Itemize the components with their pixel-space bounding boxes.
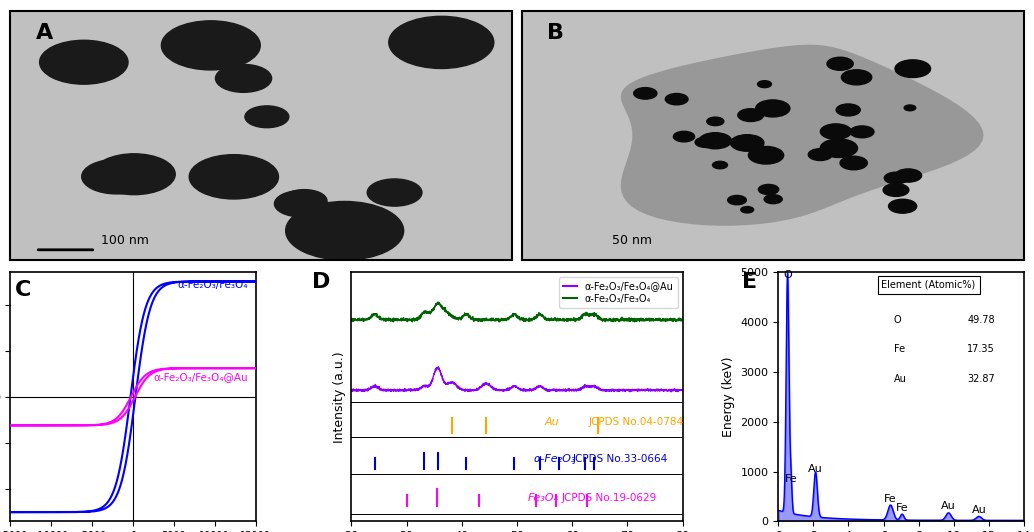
Text: C: C xyxy=(16,280,32,300)
Text: 17.35: 17.35 xyxy=(967,345,995,354)
Legend: α-Fe₂O₃/Fe₃O₄@Au, α-Fe₂O₃/Fe₃O₄: α-Fe₂O₃/Fe₃O₄@Au, α-Fe₂O₃/Fe₃O₄ xyxy=(558,277,677,308)
Text: 50 nm: 50 nm xyxy=(612,234,652,247)
Text: α-Fe₂O₃: α-Fe₂O₃ xyxy=(534,454,576,463)
Circle shape xyxy=(764,195,783,204)
Circle shape xyxy=(731,135,764,151)
Text: Fe: Fe xyxy=(785,474,797,484)
Circle shape xyxy=(695,137,716,147)
Circle shape xyxy=(758,185,779,195)
Circle shape xyxy=(809,148,832,161)
Text: JCPDS No.04-0784: JCPDS No.04-0784 xyxy=(588,418,683,427)
Circle shape xyxy=(285,202,403,260)
Circle shape xyxy=(245,106,288,128)
Y-axis label: Energy (keV): Energy (keV) xyxy=(722,356,735,437)
Text: Fe: Fe xyxy=(893,345,905,354)
Circle shape xyxy=(850,126,874,138)
Circle shape xyxy=(827,57,853,70)
Text: Fe₃O₄: Fe₃O₄ xyxy=(528,493,559,503)
Circle shape xyxy=(837,104,860,116)
Circle shape xyxy=(840,156,868,170)
Text: 49.78: 49.78 xyxy=(967,314,995,325)
Text: Element (Atomic%): Element (Atomic%) xyxy=(881,280,976,290)
Circle shape xyxy=(820,124,851,139)
Text: B: B xyxy=(547,23,565,43)
Text: D: D xyxy=(311,272,330,292)
Y-axis label: Intensity (a.u.): Intensity (a.u.) xyxy=(333,351,346,443)
Text: 32.87: 32.87 xyxy=(967,375,995,385)
Circle shape xyxy=(728,195,747,205)
Circle shape xyxy=(888,200,917,213)
Circle shape xyxy=(842,70,872,85)
Text: JCPDS No.19-0629: JCPDS No.19-0629 xyxy=(561,493,657,503)
Circle shape xyxy=(82,160,151,194)
Text: E: E xyxy=(741,272,757,292)
Circle shape xyxy=(904,105,916,111)
Circle shape xyxy=(883,184,909,196)
Circle shape xyxy=(367,179,422,206)
Text: Au: Au xyxy=(941,501,955,511)
Text: JCPDS No.33-0664: JCPDS No.33-0664 xyxy=(572,454,667,463)
Text: Fe: Fe xyxy=(895,503,909,513)
Circle shape xyxy=(93,154,175,195)
Text: Au: Au xyxy=(971,505,986,515)
Text: Au: Au xyxy=(809,464,823,474)
Text: Fe: Fe xyxy=(884,494,896,504)
Circle shape xyxy=(895,169,921,182)
Text: Au: Au xyxy=(893,375,907,385)
Circle shape xyxy=(389,16,494,69)
Circle shape xyxy=(707,117,724,126)
Circle shape xyxy=(738,109,763,121)
Circle shape xyxy=(884,172,908,184)
Text: α-Fe₂O₃/Fe₃O₄: α-Fe₂O₃/Fe₃O₄ xyxy=(178,280,248,290)
Text: A: A xyxy=(35,23,53,43)
Circle shape xyxy=(39,40,128,84)
Text: O: O xyxy=(783,270,792,280)
Text: α-Fe₂O₃/Fe₃O₄@Au: α-Fe₂O₃/Fe₃O₄@Au xyxy=(154,372,248,382)
Circle shape xyxy=(749,146,784,164)
Circle shape xyxy=(161,21,261,70)
Circle shape xyxy=(634,88,657,99)
Text: O: O xyxy=(893,314,902,325)
Circle shape xyxy=(820,139,857,157)
Circle shape xyxy=(665,94,688,105)
Circle shape xyxy=(712,161,728,169)
Circle shape xyxy=(740,206,754,213)
Text: Au: Au xyxy=(545,418,559,427)
Polygon shape xyxy=(620,45,983,226)
Circle shape xyxy=(758,81,771,88)
Circle shape xyxy=(189,155,278,199)
Circle shape xyxy=(699,132,731,149)
Circle shape xyxy=(274,190,327,217)
Circle shape xyxy=(673,131,695,142)
Circle shape xyxy=(895,60,931,78)
Circle shape xyxy=(215,64,272,93)
Circle shape xyxy=(281,189,327,212)
Circle shape xyxy=(756,100,790,117)
Text: 100 nm: 100 nm xyxy=(100,234,149,247)
